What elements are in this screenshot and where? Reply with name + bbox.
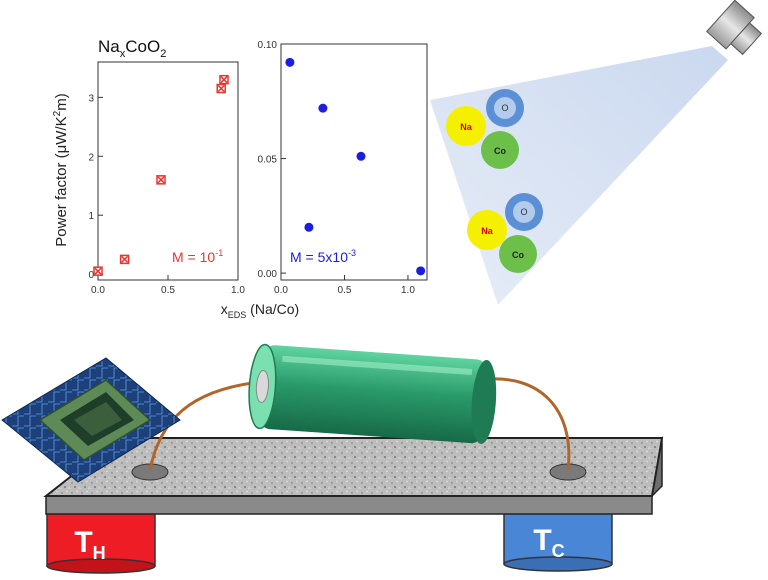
lamp-icon [706,0,763,56]
x-tick-label: 0.0 [91,285,105,296]
data-point [93,266,103,276]
y-tick-label: 2 [88,152,94,163]
data-point [318,103,328,113]
light-source [430,0,763,305]
chart-annotation: M = 5x10-3 [290,248,356,265]
hot-label: TH [74,526,105,563]
oxygen-label: O [520,207,527,217]
axis-ticks: 0.0 0.5 1.0 0.00 0.05 0.10 [258,40,416,296]
cobalt-label: Co [494,146,506,156]
y-tick-label: 1 [88,211,94,222]
data-point [156,175,166,185]
cobalt-atom [481,131,519,169]
chart-left: 0.0 0.5 1.0 0 1 2 3 M = 10-1 [88,61,245,296]
sodium-label: Na [481,226,493,236]
y-tick-label: 0.10 [258,40,278,51]
atom-cluster-top: O Na Co [446,89,524,169]
x-tick-label: 0.5 [338,285,352,296]
data-point [416,266,426,276]
data-point [119,254,130,265]
battery-icon [248,343,497,444]
oxygen-label: O [501,103,508,113]
x-tick-label: 0.5 [161,285,175,296]
x-tick-label: 0.0 [274,285,288,296]
data-point [356,151,366,161]
wire-left [148,380,261,471]
chip-icon [1,357,181,483]
x-tick-label: 1.0 [401,285,415,296]
cobalt-label: Co [512,250,524,260]
wire-right [479,377,571,471]
y-axis-label: Power factor (μW/K2m) [52,93,70,246]
chart-annotation: M = 10-1 [172,248,223,265]
cobalt-atom [499,235,537,273]
atom-cluster-bottom: O Na Co [467,193,543,273]
light-beam [430,46,728,305]
data-points [93,74,229,276]
cold-label: TC [533,524,564,561]
sodium-atom [446,106,486,146]
data-point [219,74,229,85]
y-tick-label: 0.00 [258,269,278,280]
data-points [285,57,426,276]
data-point [216,83,226,94]
sodium-label: Na [460,122,472,132]
y-tick-label: 3 [88,93,94,104]
x-tick-label: 1.0 [231,285,245,296]
plot-title: NaxCoO2 [98,37,166,60]
sodium-atom [467,210,507,250]
chart-right: 0.0 0.5 1.0 0.00 0.05 0.10 M = 5x10-3 [258,40,428,296]
plot-frame [280,43,428,281]
y-tick-label: 0 [88,270,94,281]
data-point [304,222,314,232]
data-point [285,57,295,67]
axis-ticks: 0.0 0.5 1.0 0 1 2 3 [88,93,245,296]
y-tick-label: 0.05 [258,155,278,166]
x-axis-label: xEDS (Na/Co) [221,301,299,320]
